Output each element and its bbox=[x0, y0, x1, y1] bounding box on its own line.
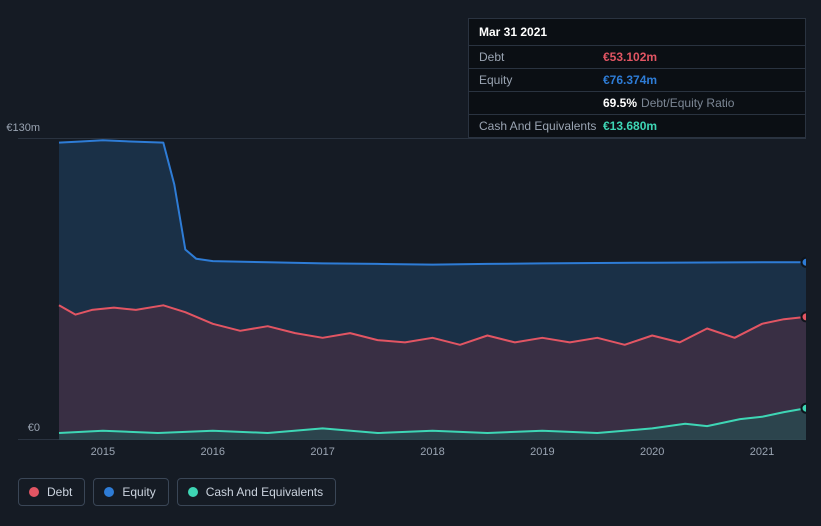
debt-swatch-icon bbox=[29, 487, 39, 497]
legend-item-label: Debt bbox=[47, 485, 72, 499]
x-tick-label: 2015 bbox=[91, 446, 115, 458]
chart-plot-area[interactable] bbox=[18, 138, 806, 440]
legend-item-label: Cash And Equivalents bbox=[206, 485, 323, 499]
tooltip-row: Cash And Equivalents€13.680m bbox=[469, 114, 805, 137]
legend-item-equity[interactable]: Equity bbox=[93, 478, 168, 506]
tooltip-row-label: Equity bbox=[479, 73, 603, 87]
legend-item-cash[interactable]: Cash And Equivalents bbox=[177, 478, 336, 506]
x-tick-label: 2020 bbox=[640, 446, 664, 458]
tooltip-row-extra: Debt/Equity Ratio bbox=[641, 96, 734, 110]
tooltip-row-label: Cash And Equivalents bbox=[479, 119, 603, 133]
tooltip-row-value: €13.680m bbox=[603, 119, 657, 133]
tooltip-row-label: Debt bbox=[479, 50, 603, 64]
tooltip-row: 69.5% Debt/Equity Ratio bbox=[469, 91, 805, 114]
x-tick-label: 2019 bbox=[530, 446, 554, 458]
legend-item-debt[interactable]: Debt bbox=[18, 478, 85, 506]
x-tick-label: 2018 bbox=[420, 446, 444, 458]
tooltip-row-label bbox=[479, 96, 603, 110]
y-tick-top: €130m bbox=[0, 122, 40, 134]
tooltip-row: Debt€53.102m bbox=[469, 45, 805, 68]
legend-item-label: Equity bbox=[122, 485, 155, 499]
tooltip-row-value: €76.374m bbox=[603, 73, 657, 87]
chart-svg bbox=[18, 138, 806, 440]
legend: Debt Equity Cash And Equivalents bbox=[18, 478, 336, 506]
equity-swatch-icon bbox=[104, 487, 114, 497]
x-tick-label: 2021 bbox=[750, 446, 774, 458]
tooltip-row-value: 69.5% bbox=[603, 96, 637, 110]
tooltip-row: Equity€76.374m bbox=[469, 68, 805, 91]
chart-tooltip: Mar 31 2021 Debt€53.102mEquity€76.374m69… bbox=[468, 18, 806, 138]
x-tick-label: 2016 bbox=[201, 446, 225, 458]
cash-swatch-icon bbox=[188, 487, 198, 497]
tooltip-rows: Debt€53.102mEquity€76.374m69.5%Debt/Equi… bbox=[469, 45, 805, 137]
tooltip-row-value: €53.102m bbox=[603, 50, 657, 64]
x-tick-label: 2017 bbox=[310, 446, 334, 458]
tooltip-date: Mar 31 2021 bbox=[469, 19, 805, 45]
